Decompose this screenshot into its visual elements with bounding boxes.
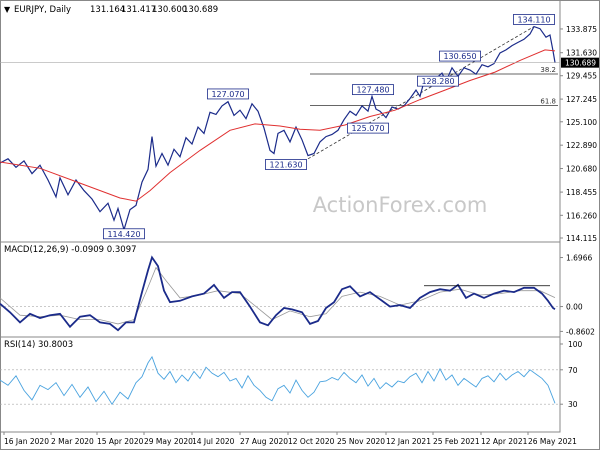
price-y-tick-label: 114.115 bbox=[566, 234, 597, 243]
price-annotation-box bbox=[352, 84, 394, 96]
fib-level-label: 61.8 bbox=[540, 97, 556, 105]
x-tick-label: 12 Oct 2020 bbox=[288, 437, 335, 446]
x-tick-label: 2 Mar 2020 bbox=[51, 437, 94, 446]
x-tick-label: 26 May 2021 bbox=[528, 437, 577, 446]
price-annotation-box bbox=[417, 75, 459, 87]
macd-y-tick-label: 1.6966 bbox=[566, 254, 592, 263]
price-annotation-box bbox=[103, 228, 145, 240]
price-y-tick-label: 116.260 bbox=[566, 211, 597, 220]
x-tick-label: 14 Jul 2020 bbox=[192, 437, 235, 446]
price-annotation-label: 127.070 bbox=[211, 90, 244, 99]
price-annotation-box bbox=[513, 14, 555, 25]
rsi-line bbox=[0, 355, 556, 406]
price-y-tick-label: 120.680 bbox=[566, 165, 597, 174]
watermark: ActionForex.com bbox=[313, 193, 488, 217]
rsi-y-tick-label: 100 bbox=[568, 340, 583, 349]
rsi-y-tick-label: 30 bbox=[568, 400, 578, 409]
last-price-tag bbox=[561, 57, 599, 68]
price-y-tick-label: 127.245 bbox=[566, 95, 597, 104]
price-annotation-box bbox=[207, 88, 249, 100]
price-y-tick-label: 129.455 bbox=[566, 72, 597, 81]
price-annotation-label: 130.650 bbox=[443, 52, 476, 61]
price-series-line bbox=[0, 25, 556, 232]
price-y-tick-label: 118.455 bbox=[566, 188, 597, 197]
last-price-label: 130.689 bbox=[565, 59, 596, 68]
price-annotation-label: 121.630 bbox=[269, 160, 302, 169]
macd-y-tick-label: 0.00 bbox=[566, 303, 583, 312]
price-annotation-label: 128.280 bbox=[421, 77, 454, 86]
x-tick-label: 25 Nov 2020 bbox=[337, 437, 385, 446]
ohlc-low: 130.600 bbox=[152, 5, 187, 15]
price-annotation-box bbox=[439, 50, 481, 62]
price-y-tick-label: 125.100 bbox=[566, 118, 597, 127]
x-tick-label: 16 Jan 2020 bbox=[4, 437, 49, 446]
price-annotation-label: 125.070 bbox=[351, 124, 384, 133]
price-y-tick-label: 133.875 bbox=[566, 25, 597, 34]
price-annotation-label: 127.480 bbox=[356, 86, 389, 95]
x-tick-label: 27 Aug 2020 bbox=[240, 437, 288, 446]
fib-level-label: 38.2 bbox=[540, 66, 556, 74]
rsi-panel-title: RSI(14) 30.8003 bbox=[4, 340, 73, 350]
x-tick-label: 29 May 2020 bbox=[144, 437, 193, 446]
rsi-panel bbox=[0, 336, 561, 433]
price-annotation-label: 114.420 bbox=[107, 230, 140, 239]
ohlc-open: 131.164 bbox=[90, 5, 125, 15]
x-tick-label: 12 Apr 2021 bbox=[481, 437, 528, 446]
macd-y-tick-label: -0.8602 bbox=[566, 327, 595, 336]
price-annotation-label: 134.110 bbox=[517, 15, 550, 24]
rsi-y-tick-label: 70 bbox=[568, 366, 578, 375]
x-tick-label: 25 Feb 2021 bbox=[433, 437, 480, 446]
price-annotation-box bbox=[347, 122, 389, 134]
macd-panel-title: MACD(12,26,9) -0.0909 0.3097 bbox=[4, 245, 137, 255]
price-y-tick-label: 122.890 bbox=[566, 141, 597, 150]
price-annotation-box bbox=[265, 159, 307, 170]
down-triangle-icon: ▼ bbox=[4, 5, 11, 14]
moving-average-line bbox=[0, 49, 556, 202]
macd-signal-line bbox=[0, 266, 556, 325]
price-y-tick-label: 131.630 bbox=[566, 49, 597, 58]
x-tick-label: 12 Jan 2021 bbox=[386, 437, 431, 446]
x-tick-label: 15 Apr 2020 bbox=[97, 437, 144, 446]
ohlc-high: 131.417 bbox=[121, 5, 156, 15]
macd-line bbox=[0, 255, 556, 332]
ohlc-close: 130.689 bbox=[183, 5, 218, 15]
price-panel-title: EURJPY, Daily bbox=[14, 5, 71, 15]
